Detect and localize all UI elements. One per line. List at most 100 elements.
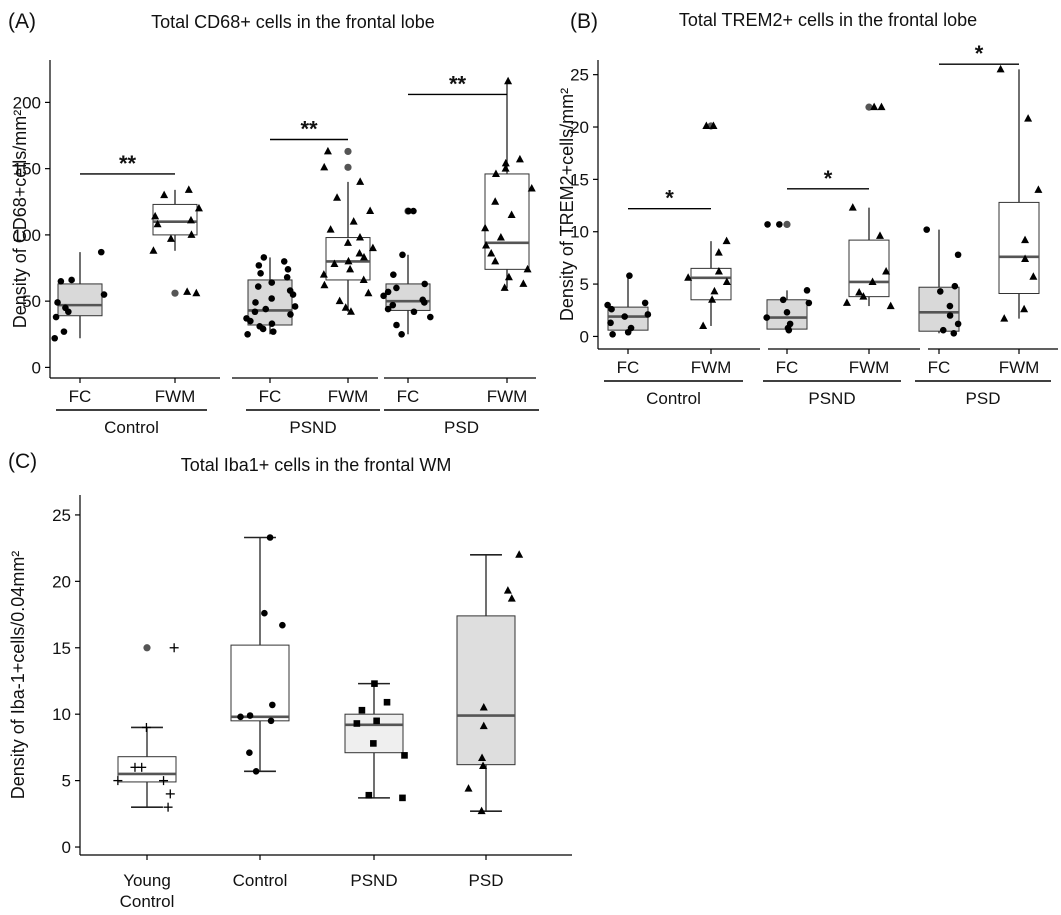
y-tick-label: 20: [570, 118, 589, 137]
y-tick-label: 15: [570, 170, 589, 189]
data-point: [621, 313, 628, 320]
data-point: [714, 267, 723, 275]
data-point: [353, 720, 361, 727]
data-point: [254, 283, 262, 290]
box-iqr: [998, 201, 1040, 295]
data-point: [855, 287, 864, 296]
data-point: [405, 207, 412, 215]
data-point: [1034, 185, 1043, 193]
box-control-fc: [604, 272, 652, 338]
data-point: [877, 102, 886, 111]
data-point: [151, 211, 160, 220]
group-label: PSND: [808, 389, 855, 408]
data-point: [355, 233, 364, 241]
box-psnd-fwm: [842, 102, 895, 310]
outlier-point: [344, 147, 352, 156]
significance-label: *: [975, 41, 984, 66]
data-point: [644, 311, 652, 318]
data-point: [60, 328, 68, 335]
panel-label: (C): [8, 450, 37, 473]
outlier-point: [783, 220, 791, 228]
data-point: [256, 323, 264, 330]
y-tick-label: 15: [52, 639, 71, 658]
data-point: [950, 329, 958, 337]
box-control-fwm: [149, 185, 203, 297]
data-point: [504, 76, 513, 85]
x-tick-label: FWM: [849, 358, 890, 377]
data-point: [805, 299, 813, 307]
data-point: [399, 251, 406, 259]
data-point: [763, 314, 771, 321]
data-point: [100, 291, 108, 298]
data-point: [252, 768, 260, 775]
data-point: [149, 246, 158, 254]
data-point: [237, 713, 244, 721]
box-psnd: [344, 680, 408, 802]
data-point: [419, 296, 427, 304]
data-point: [243, 315, 250, 322]
data-point: [401, 752, 408, 759]
data-point: [519, 279, 528, 287]
data-point: [341, 303, 350, 311]
box-iqr: [848, 239, 890, 298]
data-point: [291, 303, 299, 310]
data-point: [923, 226, 931, 233]
box-psnd-fwm: [319, 146, 377, 315]
data-point: [842, 298, 851, 306]
data-point: [515, 154, 524, 163]
data-point: [186, 215, 195, 224]
data-point: [996, 64, 1005, 73]
data-point: [641, 299, 649, 307]
data-point: [183, 287, 192, 295]
data-point: [722, 277, 731, 285]
data-point: [487, 248, 496, 257]
data-point: [399, 794, 406, 802]
box-young-control: [113, 643, 179, 812]
data-point: [421, 280, 429, 288]
significance-label: **: [300, 117, 318, 142]
x-tick-label: FC: [69, 387, 92, 406]
box-psd-fc: [918, 226, 962, 337]
data-point: [356, 177, 365, 185]
data-point: [481, 223, 490, 232]
x-tick-label: FC: [397, 387, 420, 406]
y-tick-label: 100: [13, 226, 41, 245]
data-point: [710, 286, 719, 295]
data-point: [52, 313, 60, 321]
x-tick-label: PSND: [350, 871, 397, 890]
data-point: [936, 288, 944, 295]
data-point: [1029, 272, 1038, 280]
data-point: [187, 230, 196, 238]
data-point: [607, 319, 614, 327]
box-control: [230, 534, 290, 775]
data-point: [951, 282, 959, 290]
data-point: [319, 270, 328, 278]
data-point: [527, 184, 536, 192]
data-point: [722, 236, 731, 245]
data-point: [343, 238, 352, 246]
data-point: [1021, 254, 1030, 262]
data-point: [1024, 114, 1033, 122]
x-tick-label: Control: [233, 871, 288, 890]
box-psd-fwm: [481, 76, 536, 291]
data-point: [886, 301, 895, 310]
data-point: [269, 328, 277, 335]
outlier-point: [143, 644, 151, 652]
data-point: [380, 292, 387, 300]
data-point: [257, 270, 264, 277]
x-tick-label: FC: [776, 358, 799, 377]
significance-label: **: [449, 71, 467, 96]
data-point: [251, 308, 259, 316]
data-point: [946, 312, 954, 319]
data-point: [51, 334, 58, 342]
data-point: [320, 162, 329, 171]
data-point: [868, 277, 877, 285]
outlier-point: [171, 289, 179, 297]
x-tick-label-line: Young: [123, 871, 171, 890]
data-point: [323, 146, 332, 155]
data-point: [368, 243, 377, 252]
y-axis-label: Density of Iba-1+cells/0.04mm²: [8, 551, 28, 800]
data-point: [609, 331, 616, 338]
data-point: [333, 193, 342, 201]
box-control-fc: [51, 248, 108, 342]
